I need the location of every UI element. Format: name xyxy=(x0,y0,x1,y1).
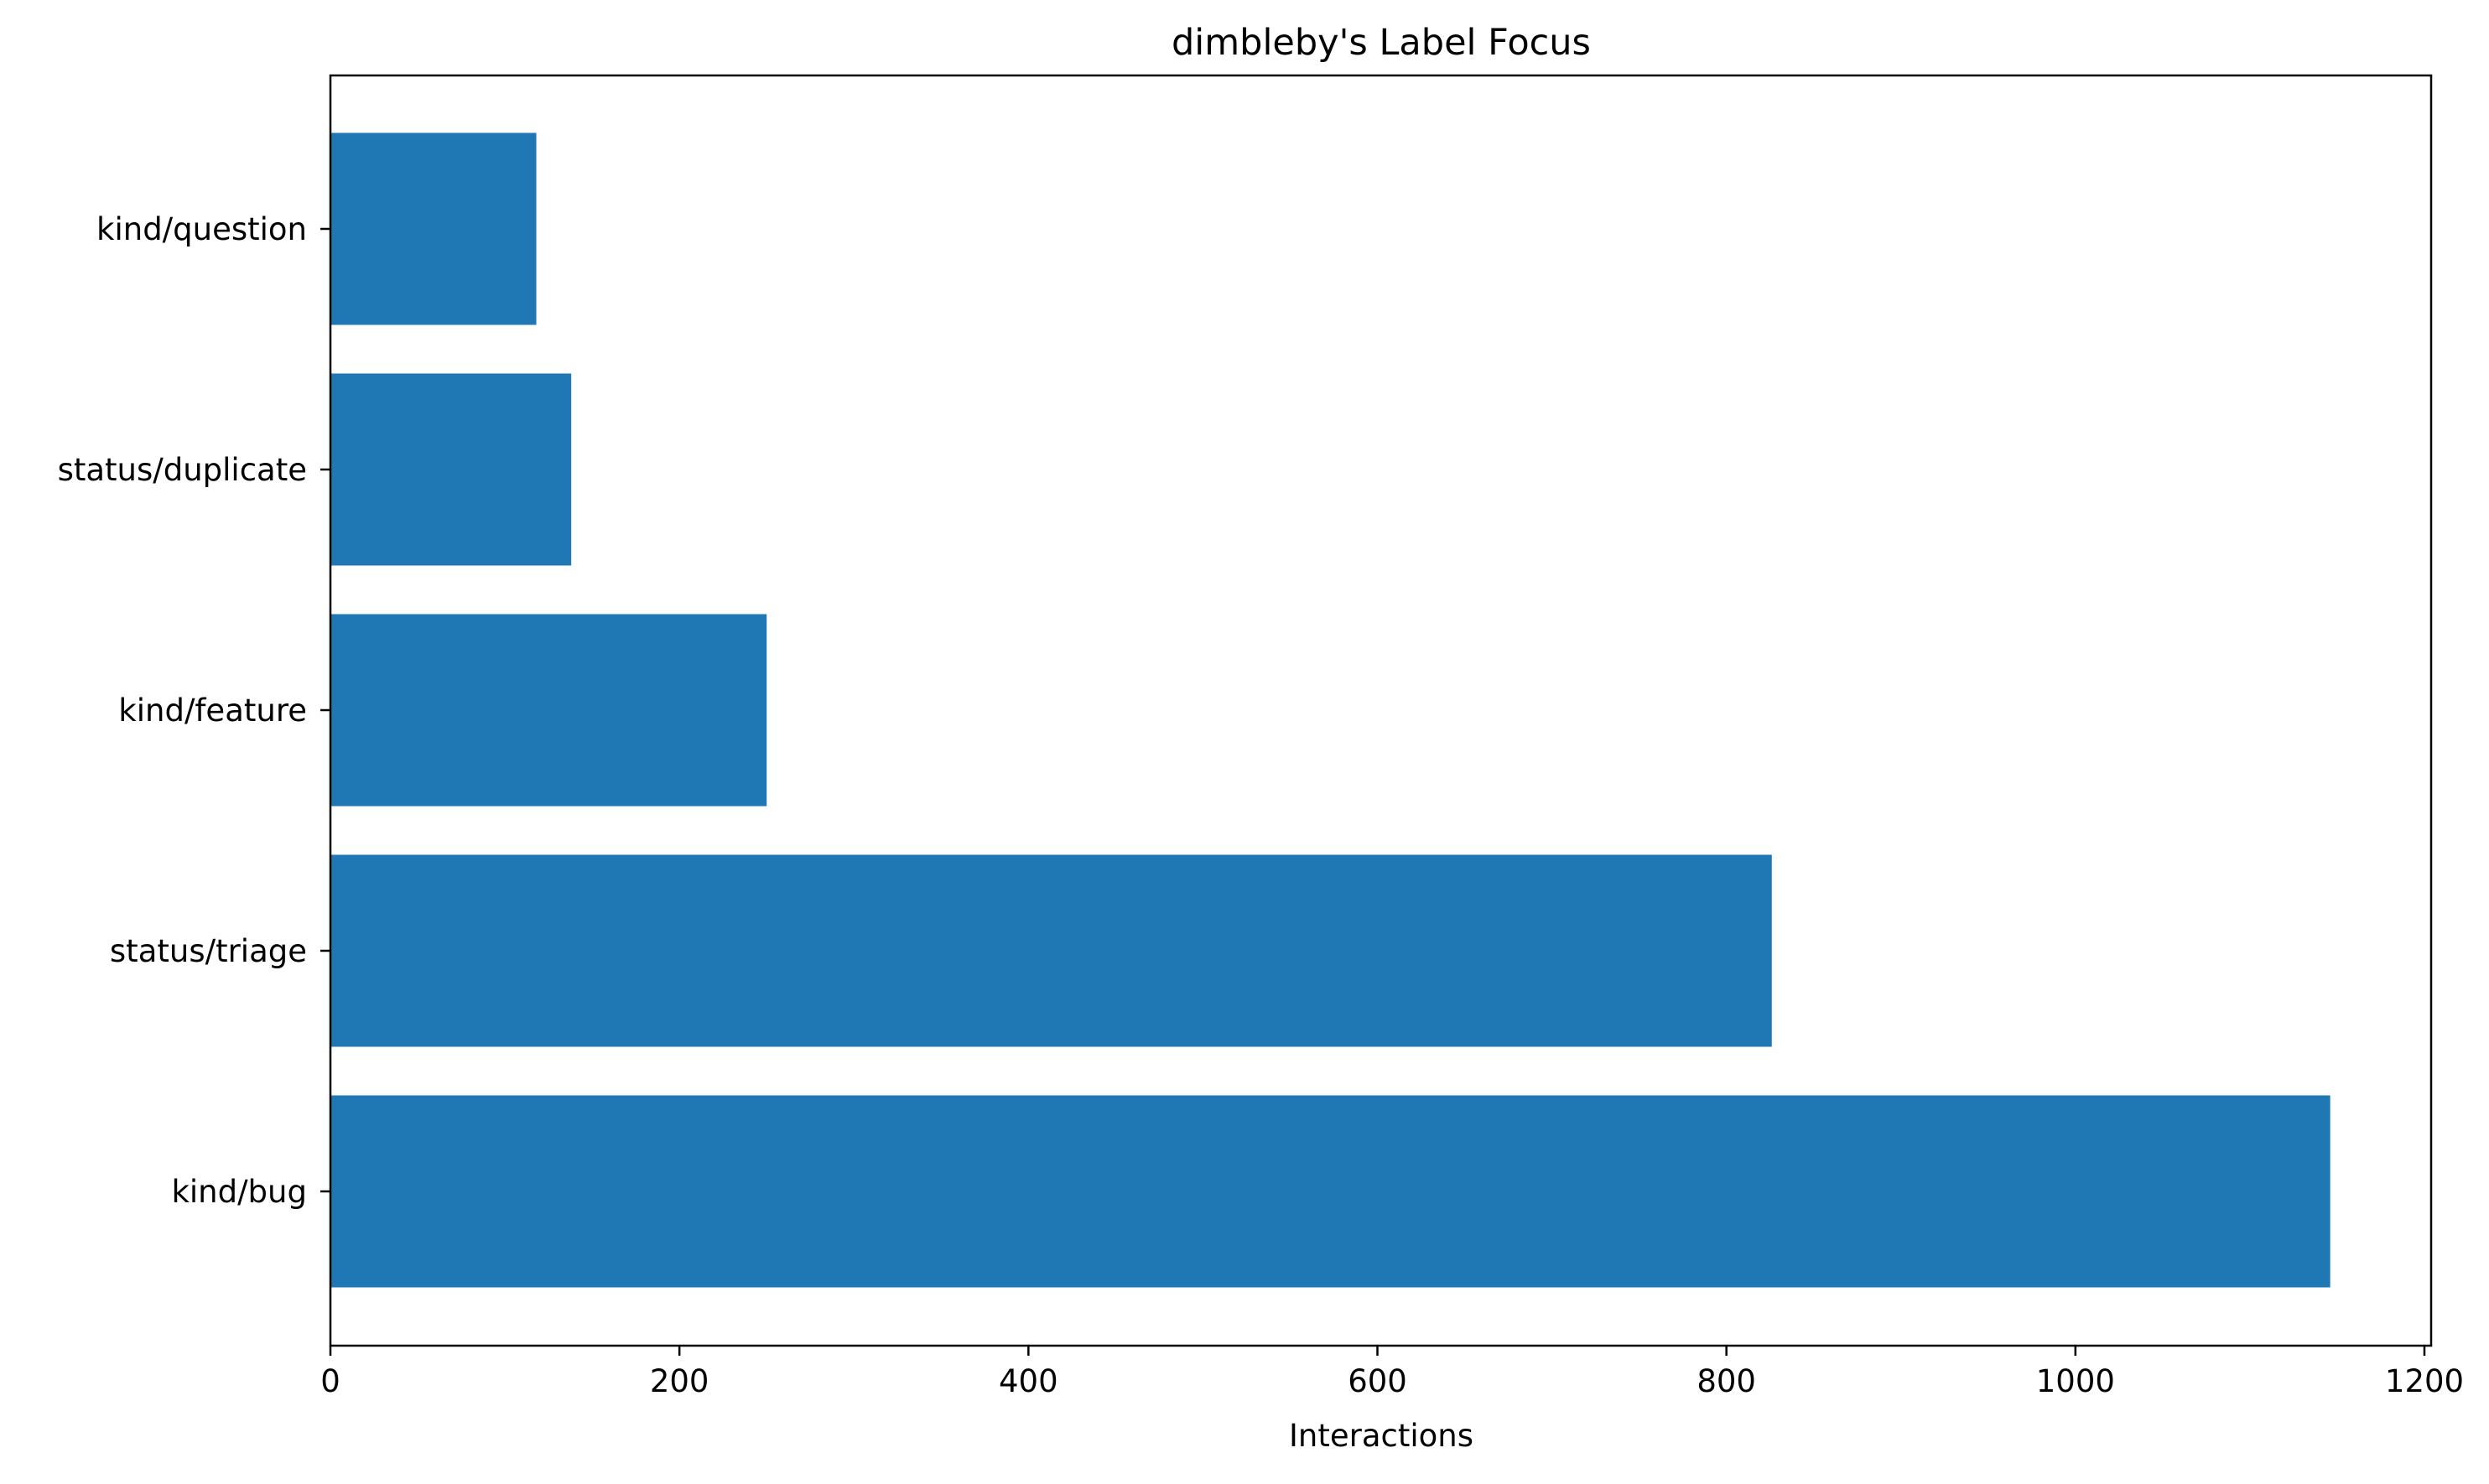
x-tick-label: 600 xyxy=(1348,1363,1407,1399)
x-tick-label: 400 xyxy=(999,1363,1058,1399)
bars-group xyxy=(330,132,2331,1288)
y-tick-label: kind/question xyxy=(96,211,307,247)
x-axis-label: Interactions xyxy=(1289,1418,1473,1454)
bar-kind-bug xyxy=(330,1095,2331,1288)
y-tick-label: status/duplicate xyxy=(58,452,307,488)
y-tick-label: kind/bug xyxy=(171,1174,307,1210)
bar-kind-question xyxy=(330,132,537,325)
plot-frame xyxy=(329,74,2433,1347)
x-axis-ticks: 0 200 400 600 800 1000 1200 xyxy=(320,1346,2464,1399)
x-tick-label: 800 xyxy=(1697,1363,1756,1399)
x-tick-label: 1000 xyxy=(2036,1363,2115,1399)
x-tick-label: 1200 xyxy=(2385,1363,2464,1399)
bar-kind-feature xyxy=(330,614,767,807)
bar-status-duplicate xyxy=(330,373,572,566)
x-tick-label: 200 xyxy=(650,1363,709,1399)
chart-title: dimbleby's Label Focus xyxy=(1172,22,1591,64)
x-tick-label: 0 xyxy=(320,1363,340,1399)
y-axis-ticks: kind/bug status/triage kind/feature status/… xyxy=(58,211,330,1210)
y-tick-label: status/triage xyxy=(110,933,307,969)
bar-status-triage xyxy=(330,854,1772,1047)
y-tick-label: kind/feature xyxy=(118,693,307,729)
